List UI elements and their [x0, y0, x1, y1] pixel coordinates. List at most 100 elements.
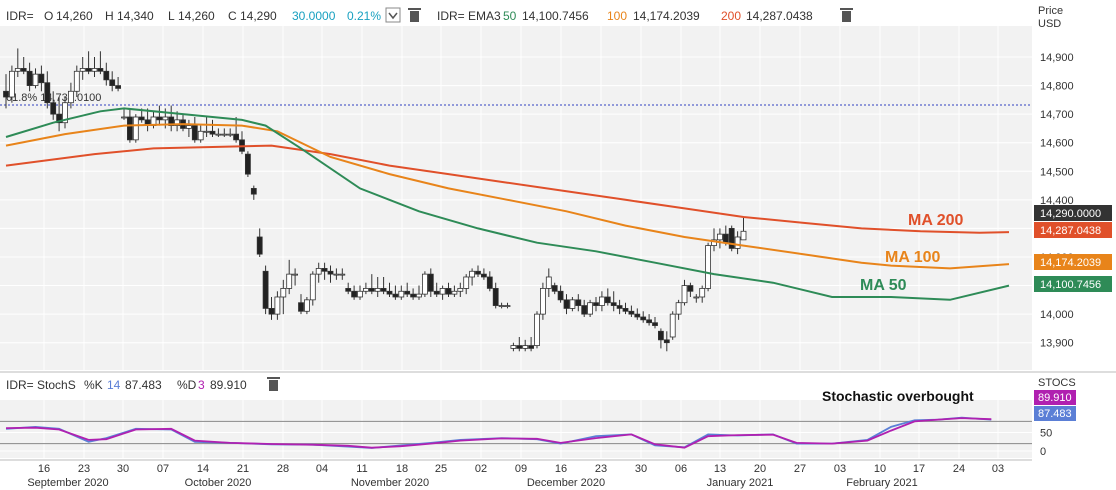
candle-body	[398, 290, 405, 298]
candle-body	[162, 116, 169, 121]
dropdown-chevron-icon[interactable]	[385, 7, 401, 23]
candle-body	[681, 285, 688, 304]
candle-body	[103, 70, 110, 81]
price-tag-ma200-text: 14,287.0438	[1040, 225, 1101, 237]
candle-body	[97, 68, 104, 72]
candle-body	[91, 68, 98, 72]
header-h-value: 14,340	[117, 9, 154, 23]
x-tick-day: 27	[794, 463, 806, 475]
ema-symbol: IDR= EMA3	[437, 9, 501, 23]
candle-body	[127, 116, 133, 141]
candle-body	[475, 270, 481, 275]
x-tick-month: November 2020	[351, 477, 429, 489]
candle-body	[280, 288, 287, 298]
trash-icon[interactable]	[408, 8, 421, 22]
candle-body	[699, 288, 706, 298]
candle-body	[256, 236, 263, 255]
candle-body	[663, 339, 670, 344]
price-axis-ticks: 14,90014,80014,70014,60014,50014,40014,3…	[1040, 52, 1074, 350]
x-tick-day: 16	[38, 463, 50, 475]
candle-body	[321, 268, 328, 272]
candle-body	[587, 302, 593, 315]
annotation-ma200: MA 200	[908, 212, 964, 229]
candle-body	[557, 290, 564, 301]
x-tick-day: 14	[197, 463, 209, 475]
candle-body	[593, 302, 599, 306]
ema50-period: 50	[503, 9, 517, 23]
x-axis-days: 16 23 30 07 14 21 28 04 11 18 25 02 09 16 23 30 06 13 20 27…	[38, 463, 1004, 475]
candle-body	[197, 130, 204, 141]
stoch-k-period: 14	[107, 378, 121, 392]
ema200-period: 200	[721, 9, 741, 23]
candle-body	[534, 313, 540, 346]
candle-body	[504, 305, 511, 307]
candle-body	[138, 116, 145, 121]
candle-body	[528, 345, 534, 349]
candle-body	[221, 133, 228, 136]
candle-body	[73, 70, 80, 92]
candle-body	[445, 288, 452, 295]
price-tick-label: 14,000	[1040, 309, 1074, 321]
candle-body	[522, 345, 529, 349]
candle-body	[439, 288, 446, 295]
candle-body	[351, 290, 358, 298]
candle-body	[581, 305, 588, 315]
candle-body	[693, 296, 700, 299]
x-tick-day: 06	[675, 463, 687, 475]
x-tick-month: February 2021	[846, 477, 918, 489]
candle-body	[634, 313, 641, 318]
price-tick-label: 14,800	[1040, 81, 1074, 93]
candle-body	[168, 116, 175, 126]
header-o-value: 14,260	[56, 9, 93, 23]
header-symbol: IDR=	[6, 9, 34, 23]
price-tag-ma100-text: 14,174.2039	[1040, 257, 1101, 269]
candle-body	[616, 305, 623, 309]
candle-body	[711, 239, 717, 246]
stoch-tag-d-text: 89.910	[1038, 392, 1072, 404]
x-tick-day: 16	[555, 463, 567, 475]
x-tick-day: 02	[475, 463, 487, 475]
price-tick-label: 14,900	[1040, 52, 1074, 64]
candle-body	[85, 68, 92, 72]
candle-body	[421, 273, 428, 295]
x-tick-day: 09	[515, 463, 527, 475]
candle-body	[368, 288, 375, 292]
x-tick-month: January 2021	[707, 477, 774, 489]
x-tick-month: September 2020	[27, 477, 108, 489]
stoch-k-label: %K	[84, 378, 103, 392]
candle-body	[545, 276, 552, 289]
candle-body	[268, 308, 275, 315]
candle-body	[386, 290, 393, 295]
trash-icon-stoch[interactable]	[267, 377, 280, 391]
header-l-label: L	[168, 9, 175, 23]
header-c-label: C	[228, 9, 237, 23]
candle-body	[315, 268, 322, 275]
candle-body	[675, 302, 682, 315]
price-panel	[0, 26, 1032, 370]
candle-body	[457, 288, 464, 292]
candle-body	[20, 68, 27, 72]
price-tag-ma50-text: 14,100.7456	[1040, 279, 1101, 291]
candle-body	[728, 228, 735, 249]
candle-body	[392, 293, 399, 298]
candle-body	[250, 188, 257, 195]
stoch-axis-ticks: 50 0	[0, 420, 1052, 458]
x-tick-day: 25	[435, 463, 447, 475]
trash-icon-ema[interactable]	[840, 8, 853, 22]
candle-body	[480, 273, 487, 278]
candle-body	[26, 70, 33, 86]
candle-body	[203, 130, 210, 133]
stoch-axis-title: STOCS	[1038, 377, 1076, 389]
candle-body	[32, 73, 39, 86]
candle-body	[298, 302, 304, 312]
stoch-tag-k: 87.483	[1034, 406, 1076, 421]
candle-body	[658, 330, 664, 341]
candle-body	[333, 273, 340, 276]
candle-body	[734, 236, 741, 249]
header-l-value: 14,260	[178, 9, 215, 23]
ema200-value: 14,287.0438	[746, 9, 813, 23]
x-tick-day: 23	[595, 463, 607, 475]
candle-body	[563, 299, 570, 309]
x-tick-day: 21	[237, 463, 249, 475]
